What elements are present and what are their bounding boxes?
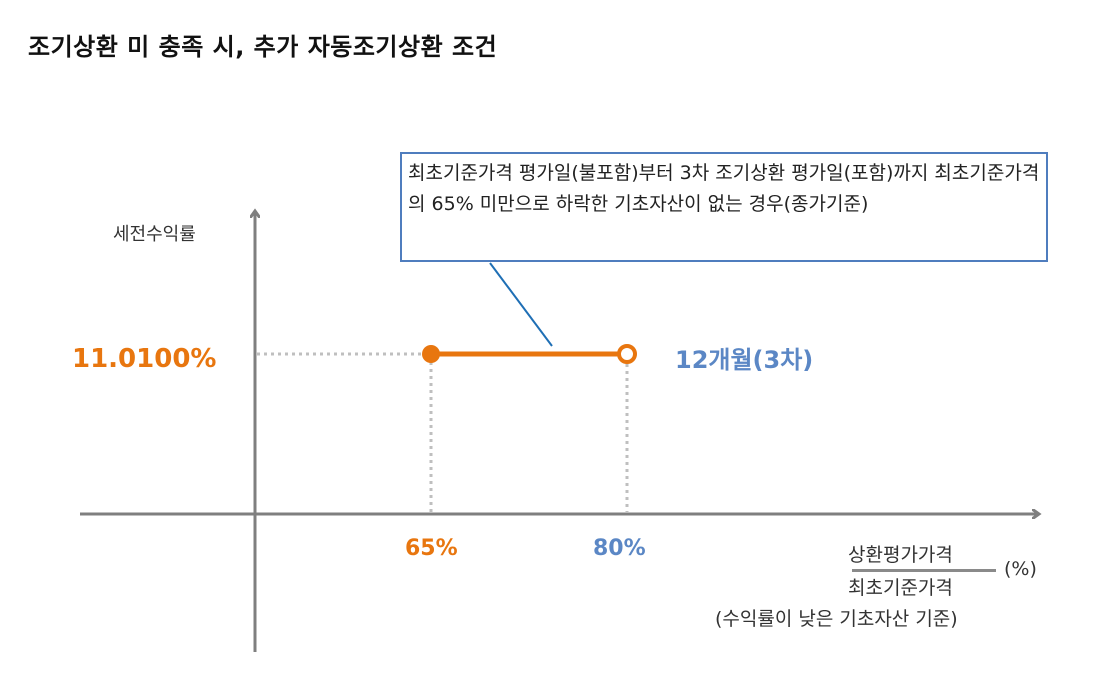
x-axis-basis: (수익률이 낮은 기초자산 기준) <box>715 608 958 630</box>
x-axis-unit: (%) <box>1004 558 1037 580</box>
callout-leader <box>489 262 553 347</box>
end-point-open <box>617 344 637 364</box>
start-point-filled <box>422 345 440 363</box>
yield-value-label: 11.0100% <box>72 344 217 374</box>
x-tick-65: 65% <box>405 536 458 561</box>
x-axis-numerator: 상환평가가격 <box>848 544 953 566</box>
condition-callout: 최초기준가격 평가일(불포함)부터 3차 조기상환 평가일(포함)까지 최초기준… <box>400 152 1048 262</box>
fraction-bar <box>852 569 996 572</box>
x-tick-80: 80% <box>593 536 646 561</box>
page-title: 조기상환 미 충족 시, 추가 자동조기상환 조건 <box>28 33 498 61</box>
period-label: 12개월(3차) <box>675 346 814 374</box>
x-axis-denominator: 최초기준가격 <box>848 577 953 599</box>
y-axis-label: 세전수익률 <box>113 224 196 245</box>
